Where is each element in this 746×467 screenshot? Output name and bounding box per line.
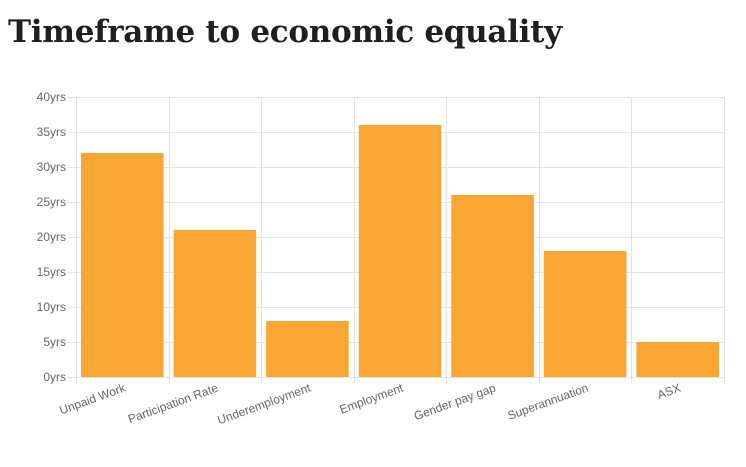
chart-title: Timeframe to economic equality [8, 14, 562, 50]
bar [636, 342, 719, 377]
x-tick-label: Superannuation [506, 381, 590, 423]
y-tick-label: 20yrs [37, 230, 66, 244]
x-tick-label: Unpaid Work [58, 380, 129, 417]
x-tick-label: Participation Rate [126, 381, 220, 427]
x-tick-label: ASX [655, 381, 682, 402]
y-tick-label: 40yrs [37, 90, 66, 104]
bar [173, 230, 257, 377]
y-axis-ticks: 0yrs 5yrs 10yrs 15yrs 20yrs 25yrs 30yrs 35yrs 40… [37, 90, 66, 384]
x-tick-label: Underemployment [216, 380, 314, 427]
bar [81, 153, 164, 377]
bar [266, 321, 349, 377]
y-tick-label: 15yrs [37, 265, 66, 279]
y-tick-label: 0yrs [43, 370, 66, 384]
y-tick-label: 10yrs [37, 300, 66, 314]
y-tick-label: 25yrs [37, 195, 66, 209]
x-tick-label: Gender pay gap [412, 381, 498, 424]
bar [451, 195, 534, 377]
x-tick-label: Employment [338, 380, 406, 416]
y-tick-label: 35yrs [37, 125, 66, 139]
y-tick-label: 30yrs [37, 160, 66, 174]
bar [543, 251, 627, 377]
y-tick-label: 5yrs [43, 335, 66, 349]
bar [358, 125, 442, 377]
bars [81, 125, 719, 377]
